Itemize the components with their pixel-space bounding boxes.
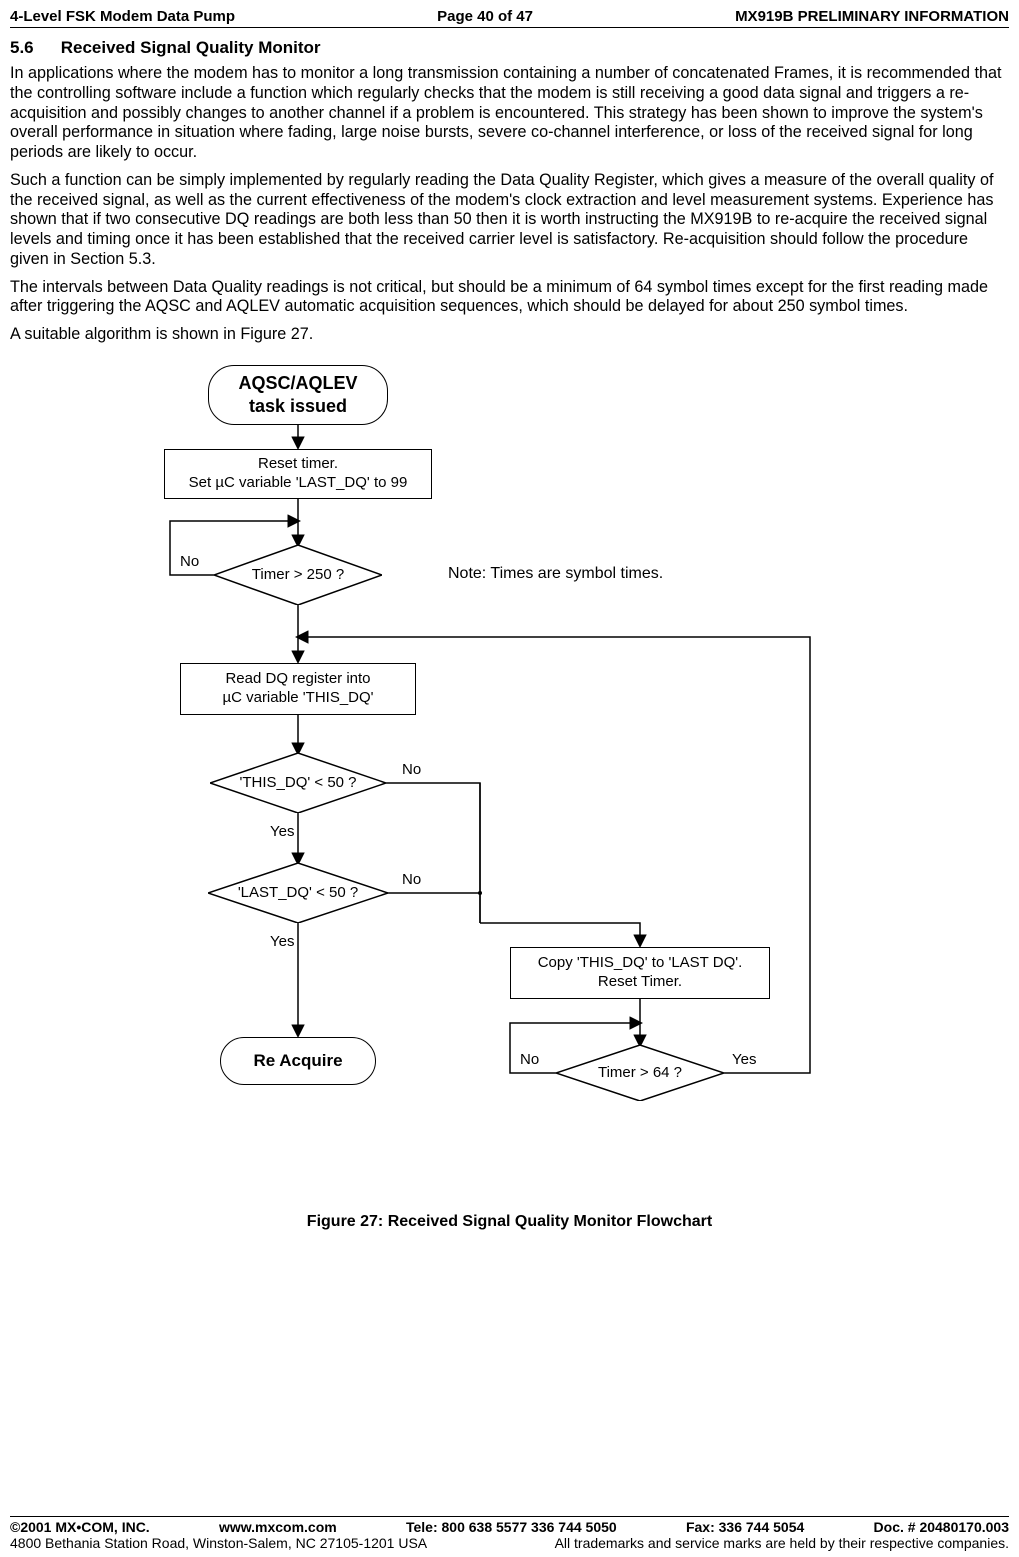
header-left: 4-Level FSK Modem Data Pump [10,8,235,25]
para-2: Such a function can be simply implemente… [10,171,1009,270]
section-number: 5.6 [10,38,56,58]
header-center: Page 40 of 47 [437,8,533,25]
page-footer: ©2001 MX•COM, INC. www.mxcom.com Tele: 8… [10,1516,1009,1551]
label-no-3: No [402,871,421,888]
decision-timer250: Timer > 250 ? [214,545,382,605]
label-no-1: No [180,553,199,570]
para-1: In applications where the modem has to m… [10,64,1009,163]
decision-lastdq-txt: 'LAST_DQ' < 50 ? [208,863,388,923]
figure-caption: Figure 27: Received Signal Quality Monit… [10,1213,1009,1231]
label-yes-3: Yes [732,1051,756,1068]
flowchart: AQSC/AQLEV task issued Reset timer. Set … [10,355,1010,1195]
footer-copyright: ©2001 MX•COM, INC. [10,1519,150,1535]
label-no-2: No [402,761,421,778]
footer-doc: Doc. # 20480170.003 [874,1519,1009,1535]
node-reset-l2: Set µC variable 'LAST_DQ' to 99 [189,474,408,493]
node-reset-l1: Reset timer. [258,455,338,474]
label-no-4: No [520,1051,539,1068]
decision-timer64: Timer > 64 ? [556,1045,724,1101]
para-3: The intervals between Data Quality readi… [10,278,1009,318]
node-readdq-l1: Read DQ register into [225,670,370,689]
node-readdq: Read DQ register into µC variable 'THIS_… [180,663,416,715]
decision-lastdq: 'LAST_DQ' < 50 ? [208,863,388,923]
flowchart-connectors [10,355,1010,1195]
flowchart-note: Note: Times are symbol times. [448,565,663,583]
section-heading: 5.6 Received Signal Quality Monitor [10,38,1009,58]
decision-timer64-txt: Timer > 64 ? [556,1045,724,1101]
label-yes-2: Yes [270,933,294,950]
node-reacquire-txt: Re Acquire [253,1050,342,1071]
node-start-l1: AQSC/AQLEV [238,372,357,395]
header-right: MX919B PRELIMINARY INFORMATION [735,8,1009,25]
footer-address: 4800 Bethania Station Road, Winston-Sale… [10,1535,427,1551]
footer-trademark: All trademarks and service marks are hel… [555,1535,1009,1551]
footer-tele: Tele: 800 638 5577 336 744 5050 [406,1519,617,1535]
node-readdq-l2: µC variable 'THIS_DQ' [222,689,373,708]
node-start-l2: task issued [249,395,347,418]
footer-site: www.mxcom.com [219,1519,337,1535]
node-reset: Reset timer. Set µC variable 'LAST_DQ' t… [164,449,432,499]
node-start: AQSC/AQLEV task issued [208,365,388,425]
node-copy-l2: Reset Timer. [598,973,682,992]
node-reacquire: Re Acquire [220,1037,376,1085]
decision-thisdq: 'THIS_DQ' < 50 ? [210,753,386,813]
page-header: 4-Level FSK Modem Data Pump Page 40 of 4… [10,8,1009,28]
decision-timer250-txt: Timer > 250 ? [214,545,382,605]
node-copy-l1: Copy 'THIS_DQ' to 'LAST DQ'. [538,954,743,973]
decision-thisdq-txt: 'THIS_DQ' < 50 ? [210,753,386,813]
section-title: Received Signal Quality Monitor [61,38,321,57]
footer-fax: Fax: 336 744 5054 [686,1519,804,1535]
label-yes-1: Yes [270,823,294,840]
node-copy: Copy 'THIS_DQ' to 'LAST DQ'. Reset Timer… [510,947,770,999]
para-4: A suitable algorithm is shown in Figure … [10,325,1009,345]
